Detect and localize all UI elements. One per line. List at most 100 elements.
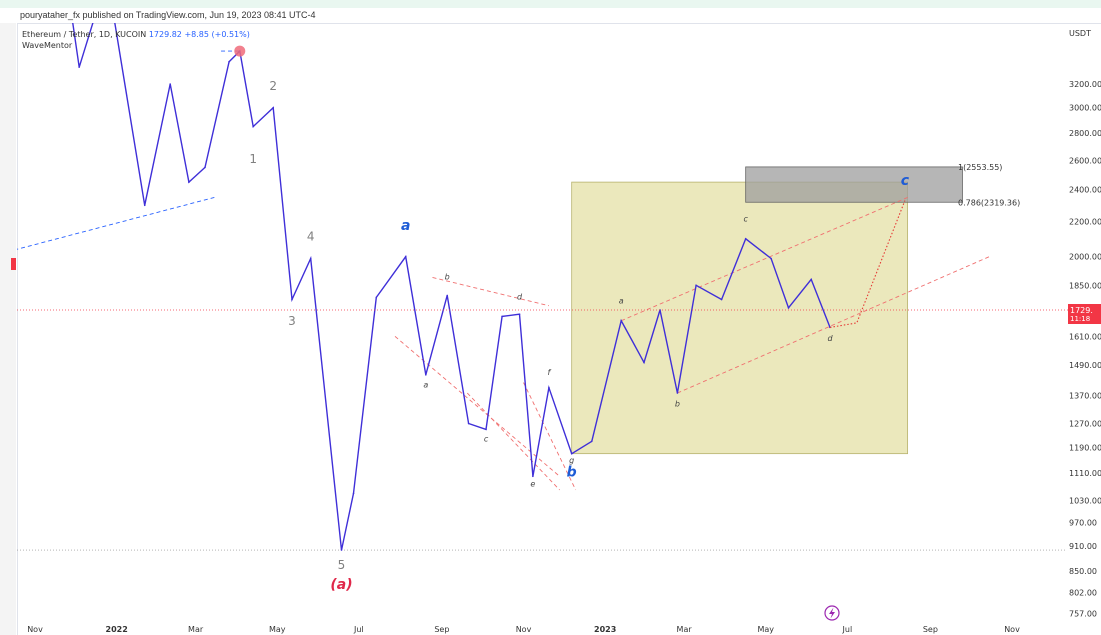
- trendline-5: [466, 392, 560, 491]
- y-tick-label-2: 2800.00: [1069, 129, 1101, 138]
- trendline-2: [432, 277, 550, 307]
- price-point-7: [204, 166, 206, 169]
- x-tick-label-6: Nov: [516, 625, 532, 634]
- price-point-20: [467, 422, 470, 425]
- lightning-icon[interactable]: [824, 605, 840, 621]
- y-tick-label-13: 1110.00: [1069, 469, 1101, 478]
- x-tick-label-1: 2022: [106, 625, 128, 634]
- wave-label-8: c: [901, 173, 910, 189]
- price-point-26: [570, 452, 573, 455]
- wave-label-10: b: [445, 272, 450, 281]
- y-tick-label-15: 970.00: [1069, 519, 1097, 528]
- price-point-22: [501, 315, 503, 318]
- wave-label-13: e: [530, 479, 535, 488]
- price-point-6: [188, 181, 190, 183]
- price-point-36: [787, 307, 790, 309]
- price-point-5: [169, 83, 171, 85]
- left-price-marker: [11, 258, 16, 270]
- y-tick-label-5: 2200.00: [1069, 218, 1101, 227]
- y-tick-label-16: 910.00: [1069, 542, 1097, 551]
- y-tick-label-12: 1190.00: [1069, 443, 1101, 452]
- y-tick-label-10: 1370.00: [1069, 392, 1101, 401]
- price-point-15: [352, 492, 355, 495]
- wave-label-14: f: [548, 368, 552, 377]
- fib-label-1: 0.786(2319.36): [958, 198, 1020, 207]
- price-point-33: [720, 298, 723, 301]
- trendline-3: [394, 336, 560, 477]
- wave-label-17: b: [675, 400, 680, 409]
- projection-zone-box: [571, 181, 909, 455]
- lightning-icon-bolt: [829, 607, 835, 619]
- y-tick-label-8: 1610.00: [1069, 332, 1101, 341]
- price-point-11: [272, 106, 275, 109]
- symbol-name: Ethereum / Tether, 1D, KUCOIN: [22, 30, 147, 39]
- wave-label-16: a: [619, 297, 624, 306]
- price-point-37: [810, 278, 813, 281]
- y-tick-label-9: 1490.00: [1069, 361, 1101, 370]
- price-point-12: [291, 298, 293, 301]
- symbol-legend[interactable]: Ethereum / Tether, 1D, KUCOIN 1729.82 +8…: [22, 30, 250, 39]
- wave-label-1: 2: [269, 79, 277, 93]
- y-tick-label-6: 2000.00: [1069, 253, 1101, 262]
- price-point-21: [485, 428, 487, 431]
- x-tick-label-3: May: [269, 625, 286, 634]
- wave-label-12: d: [517, 292, 523, 301]
- price-point-13: [309, 257, 312, 260]
- y-tick-label-0: 3200.00: [1069, 80, 1101, 89]
- price-point-4: [143, 204, 146, 207]
- price-point-1: [78, 66, 80, 68]
- price-point-25: [548, 386, 550, 389]
- y-axis-unit: USDT: [1069, 29, 1091, 38]
- x-tick-label-4: Jul: [353, 625, 364, 634]
- trendline-7: [677, 256, 990, 394]
- wave-label-9: a: [423, 381, 428, 390]
- x-tick-label-8: Mar: [677, 625, 693, 634]
- current-price-badge: [1068, 304, 1101, 325]
- price-point-34: [744, 237, 747, 240]
- price-point-2: [97, 6, 99, 8]
- wave-label-18: c: [743, 215, 748, 224]
- y-tick-label-18: 802.00: [1069, 588, 1097, 597]
- wave-label-19: d: [827, 334, 833, 343]
- price-point-16: [375, 296, 378, 299]
- wave-label-11: c: [484, 434, 489, 443]
- price-point-18: [425, 374, 427, 376]
- wave-label-5: (a): [330, 577, 352, 593]
- x-tick-label-9: May: [757, 625, 774, 634]
- current-price-time: 11:18: [1070, 315, 1090, 323]
- price-point-23: [518, 313, 521, 316]
- peak-marker: [234, 45, 246, 57]
- price-point-35: [770, 257, 772, 260]
- y-tick-label-7: 1850.00: [1069, 281, 1101, 290]
- published-caption: pouryataher_fx published on TradingView.…: [20, 10, 316, 20]
- indicator-name[interactable]: WaveMentor: [22, 41, 73, 50]
- price-point-29: [643, 361, 645, 364]
- y-tick-label-14: 1030.00: [1069, 496, 1101, 505]
- x-tick-label-5: Sep: [434, 625, 449, 634]
- price-point-31: [676, 392, 679, 394]
- price-point-8: [228, 60, 230, 63]
- chart-frame[interactable]: [17, 23, 1101, 635]
- x-tick-label-7: 2023: [594, 625, 616, 634]
- price-point-17: [404, 255, 407, 258]
- drawing-toolbar[interactable]: [0, 23, 16, 635]
- wave-label-7: b: [567, 464, 577, 480]
- price-point-14: [340, 549, 343, 551]
- wave-label-4: 5: [338, 558, 346, 572]
- current-price-label: 1729.: [1070, 306, 1093, 315]
- x-tick-label-11: Sep: [923, 625, 938, 634]
- top-strip: [0, 0, 1101, 8]
- price-point-24: [532, 475, 534, 478]
- price-point-32: [695, 284, 697, 287]
- x-tick-label-10: Jul: [842, 625, 853, 634]
- wave-label-2: 3: [288, 314, 296, 328]
- wave-label-6: a: [401, 218, 410, 234]
- x-tick-label-12: Nov: [1004, 625, 1020, 634]
- trendline-6: [621, 197, 908, 322]
- x-tick-label-0: Nov: [27, 625, 43, 634]
- price-point-27: [590, 440, 593, 443]
- y-tick-label-1: 3000.00: [1069, 104, 1101, 113]
- wave-label-15: g: [569, 456, 574, 465]
- price-point-10: [252, 125, 254, 128]
